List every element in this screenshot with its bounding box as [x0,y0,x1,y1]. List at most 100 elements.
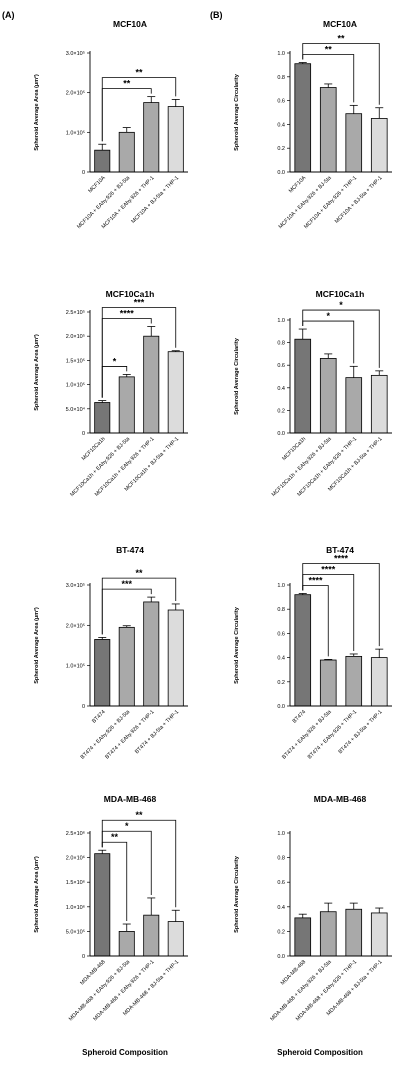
y-tick-label: 1.0 [277,583,285,589]
x-tick-label: MDA-MB-468 + BJ-5ta + THP-1 [326,959,384,1017]
x-tick-label: MCF10Ca1h + BJ-5ta + THP-1 [124,436,181,493]
significance-bracket [101,577,177,635]
y-tick-label: 2.0×10⁵ [66,90,85,97]
bar [294,594,312,707]
y-tick-label: 3.0×10⁵ [66,582,85,589]
y-tick-label: 0.6 [277,99,285,105]
y-tick-label: 0.4 [277,386,285,392]
bar [94,639,111,707]
significance-stars: * [339,300,343,310]
bar [345,377,363,434]
bar [118,931,135,957]
y-tick-label: 2.0×10⁶ [66,855,85,862]
x-tick-label: MCF10Ca1h [81,436,107,462]
bar [167,609,184,707]
chart-title: MCF10A [323,19,357,29]
y-tick-label: 1.5×10⁵ [66,357,85,364]
y-axis-label: Spheroid Average Circularity [234,606,240,684]
bar [118,376,135,434]
y-tick-label: 0.6 [277,880,285,886]
y-tick-label: 0 [82,431,85,437]
x-tick-label: BT474 + EAhy.926 + BJ-5ta [80,709,131,760]
y-tick-label: 0.2 [277,408,285,414]
y-tick-label: 2.5×10⁵ [66,309,85,316]
chart-title: MDA-MB-468 [104,794,157,804]
y-tick-label: 1.0×10⁵ [66,129,85,136]
chart-title: MCF10A [113,19,147,29]
chart-title: BT-474 [326,545,354,555]
bar [94,853,111,957]
y-tick-label: 0.8 [277,607,285,613]
chart-b-mcf10a: MCF10A Spheroid Average Circularity 0.0 0.2… [234,19,392,230]
bar [319,659,337,707]
x-tick-label: MCF10Ca1h + BJ-5ta + THP-1 [327,436,384,493]
x-tick-label: MCF10A [87,175,107,195]
significance-stars: * [125,821,129,831]
chart-title: MCF10Ca1h [316,289,365,299]
bar [118,131,135,173]
x-tick-label: BT474 [292,709,307,724]
bar [370,118,388,173]
bar [94,149,111,173]
x-axis-title-right: Spheroid Composition [277,1048,363,1057]
significance-stars: * [326,311,330,321]
significance-stars: *** [121,579,132,589]
significance-stars: **** [120,309,135,319]
y-tick-label: 1.0×10⁶ [66,904,85,911]
y-tick-label: 5.0×10⁴ [66,406,86,413]
bar [345,655,363,707]
bar [118,626,135,707]
significance-stars: **** [308,575,323,585]
y-tick-label: 1.0×10⁵ [66,382,85,389]
bar [167,106,184,173]
x-tick-label: BT474 + EAhy.926 + BJ-5ta [281,709,332,760]
significance-bracket [302,563,380,647]
bar [167,351,184,434]
bar [167,921,184,957]
significance-stars: * [113,356,117,366]
y-tick-label: 5.0×10⁵ [66,928,85,935]
significance-stars: **** [321,564,336,574]
bar [345,908,363,957]
chart-b-mcf10ca1h: MCF10Ca1h Spheroid Average Circularity 0.0… [234,289,392,498]
y-axis-label: Spheroid Average Area (µm²) [33,607,40,684]
x-tick-label: MCF10A + BJ-5ta + THP-1 [334,175,384,225]
significance-bracket [101,307,177,398]
y-tick-label: 0.8 [277,75,285,81]
y-axis-label: Spheroid Average Area (µm²) [33,74,40,151]
x-tick-label: BT474 [91,709,106,724]
y-tick-label: 2.0×10⁵ [66,333,85,340]
y-tick-label: 0.4 [277,122,285,128]
significance-stars: ** [135,810,143,820]
significance-bracket [101,77,177,142]
bar [345,113,363,173]
y-tick-label: 1.5×10⁶ [66,879,85,886]
y-tick-label: 3.0×10⁵ [66,50,85,57]
x-tick-label: MCF10Ca1h [281,436,307,462]
y-tick-label: 1.0×10⁵ [66,663,85,670]
significance-stars: ** [111,832,119,842]
significance-bracket [101,819,177,908]
y-tick-label: 0.6 [277,363,285,369]
y-tick-label: 1.0 [277,51,285,57]
y-tick-label: 0.2 [277,929,285,935]
y-tick-label: 0.4 [277,656,285,662]
x-tick-label: BT474 + EAhy.926 + THP-1 [307,709,358,760]
y-tick-label: 0.8 [277,856,285,862]
y-tick-label: 0 [82,170,85,176]
chart-title: MDA-MB-468 [314,794,367,804]
significance-bracket [302,43,380,105]
chart-title: MCF10Ca1h [106,289,155,299]
y-axis-label: Spheroid Average Circularity [234,855,240,933]
y-tick-label: 0.0 [277,170,285,176]
y-tick-label: 0.2 [277,680,285,686]
bar [143,914,160,957]
bar [294,917,312,957]
chart-b-mdamb468: MDA-MB-468 Spheroid Average Circularity 0.… [234,794,392,1022]
y-tick-label: 0 [82,704,85,710]
bar [294,63,312,173]
significance-bracket [302,309,380,368]
x-tick-label: MCF10A + BJ-5ta + THP-1 [130,175,180,225]
chart-a-mcf10ca1h: MCF10Ca1h Spheroid Average Area (µm²) 0 5.0… [33,289,188,498]
y-axis-label: Spheroid Average Area (µm²) [33,856,40,933]
